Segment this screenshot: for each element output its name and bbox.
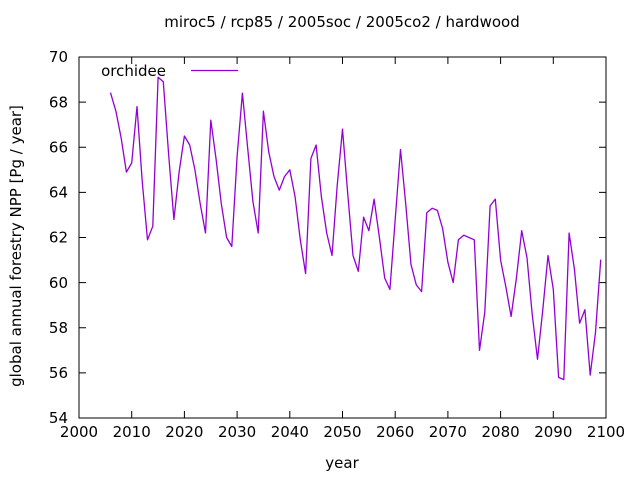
y-tick-label: 68 xyxy=(49,93,68,111)
x-tick-labels: 2000 2010 2020 2030 2040 2050 2060 2070 2080 2090… xyxy=(60,423,625,441)
x-tick-label: 2060 xyxy=(376,423,414,441)
series-line-orchidee xyxy=(109,76,602,381)
legend: orchidee xyxy=(101,62,238,80)
x-axis-label: year xyxy=(325,454,359,472)
x-tick-label: 2100 xyxy=(587,423,625,441)
axis-ticks xyxy=(78,56,607,419)
x-tick-label: 2030 xyxy=(218,423,256,441)
y-tick-label: 54 xyxy=(49,409,68,427)
x-tick-label: 2050 xyxy=(323,423,361,441)
x-tick-label: 2090 xyxy=(534,423,572,441)
y-tick-label: 62 xyxy=(49,229,68,247)
x-tick-label: 2010 xyxy=(113,423,151,441)
y-tick-label: 56 xyxy=(49,364,68,382)
y-tick-label: 60 xyxy=(49,274,68,292)
y-tick-label: 70 xyxy=(49,48,68,66)
y-tick-label: 64 xyxy=(49,184,68,202)
legend-label-orchidee: orchidee xyxy=(101,62,166,80)
y-tick-label: 66 xyxy=(49,138,68,156)
x-tick-label: 2020 xyxy=(165,423,203,441)
plot-border xyxy=(78,56,607,419)
x-tick-label: 2000 xyxy=(60,423,98,441)
chart-title: miroc5 / rcp85 / 2005soc / 2005co2 / har… xyxy=(164,13,519,31)
x-tick-label: 2080 xyxy=(482,423,520,441)
y-tick-label: 58 xyxy=(49,319,68,337)
y-tick-labels: 54 56 58 60 62 64 66 68 70 xyxy=(49,48,68,427)
x-tick-label: 2040 xyxy=(271,423,309,441)
x-tick-label: 2070 xyxy=(429,423,467,441)
y-axis-label: global annual forestry NPP [Pg / year] xyxy=(7,105,25,387)
